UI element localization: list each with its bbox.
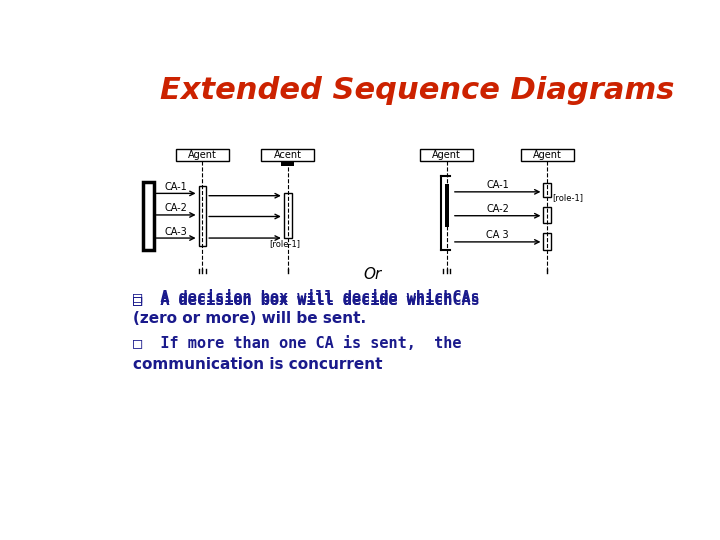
Text: communication is concurrent: communication is concurrent bbox=[132, 357, 382, 373]
Text: [role-1]: [role-1] bbox=[269, 240, 300, 248]
Text: CA-2: CA-2 bbox=[165, 204, 187, 213]
Text: CA-2: CA-2 bbox=[486, 204, 509, 214]
Bar bbox=[176, 148, 229, 161]
Bar bbox=[544, 207, 551, 222]
Bar bbox=[521, 148, 574, 161]
Bar bbox=[261, 148, 314, 161]
Bar bbox=[282, 161, 294, 166]
Text: CA-1: CA-1 bbox=[165, 182, 187, 192]
Bar bbox=[420, 148, 473, 161]
Text: Agent: Agent bbox=[533, 150, 562, 160]
Text: Extended Sequence Diagrams: Extended Sequence Diagrams bbox=[160, 76, 674, 105]
Text: CA 3: CA 3 bbox=[486, 231, 509, 240]
Bar bbox=[199, 186, 206, 246]
Text: CA-3: CA-3 bbox=[165, 226, 187, 237]
Text: □  A decision box will decide whichCAs: □ A decision box will decide whichCAs bbox=[132, 292, 480, 307]
Bar bbox=[544, 184, 551, 197]
Bar bbox=[284, 193, 292, 238]
Text: Agent: Agent bbox=[432, 150, 461, 160]
Text: Or: Or bbox=[364, 267, 382, 281]
Bar bbox=[544, 233, 551, 249]
Text: □  A decision box will decide whichCAs: □ A decision box will decide whichCAs bbox=[132, 289, 480, 305]
Text: CA-1: CA-1 bbox=[486, 180, 509, 190]
Bar bbox=[143, 182, 153, 249]
Text: □  A decision box will decide which: □ A decision box will decide which bbox=[132, 292, 452, 307]
Text: □  If more than one CA is sent,  the: □ If more than one CA is sent, the bbox=[132, 336, 461, 351]
Text: Acent: Acent bbox=[274, 150, 302, 160]
Text: (zero or more) will be sent.: (zero or more) will be sent. bbox=[132, 311, 366, 326]
Text: [role-1]: [role-1] bbox=[553, 193, 584, 202]
Text: Agent: Agent bbox=[188, 150, 217, 160]
Bar bbox=[445, 184, 449, 226]
